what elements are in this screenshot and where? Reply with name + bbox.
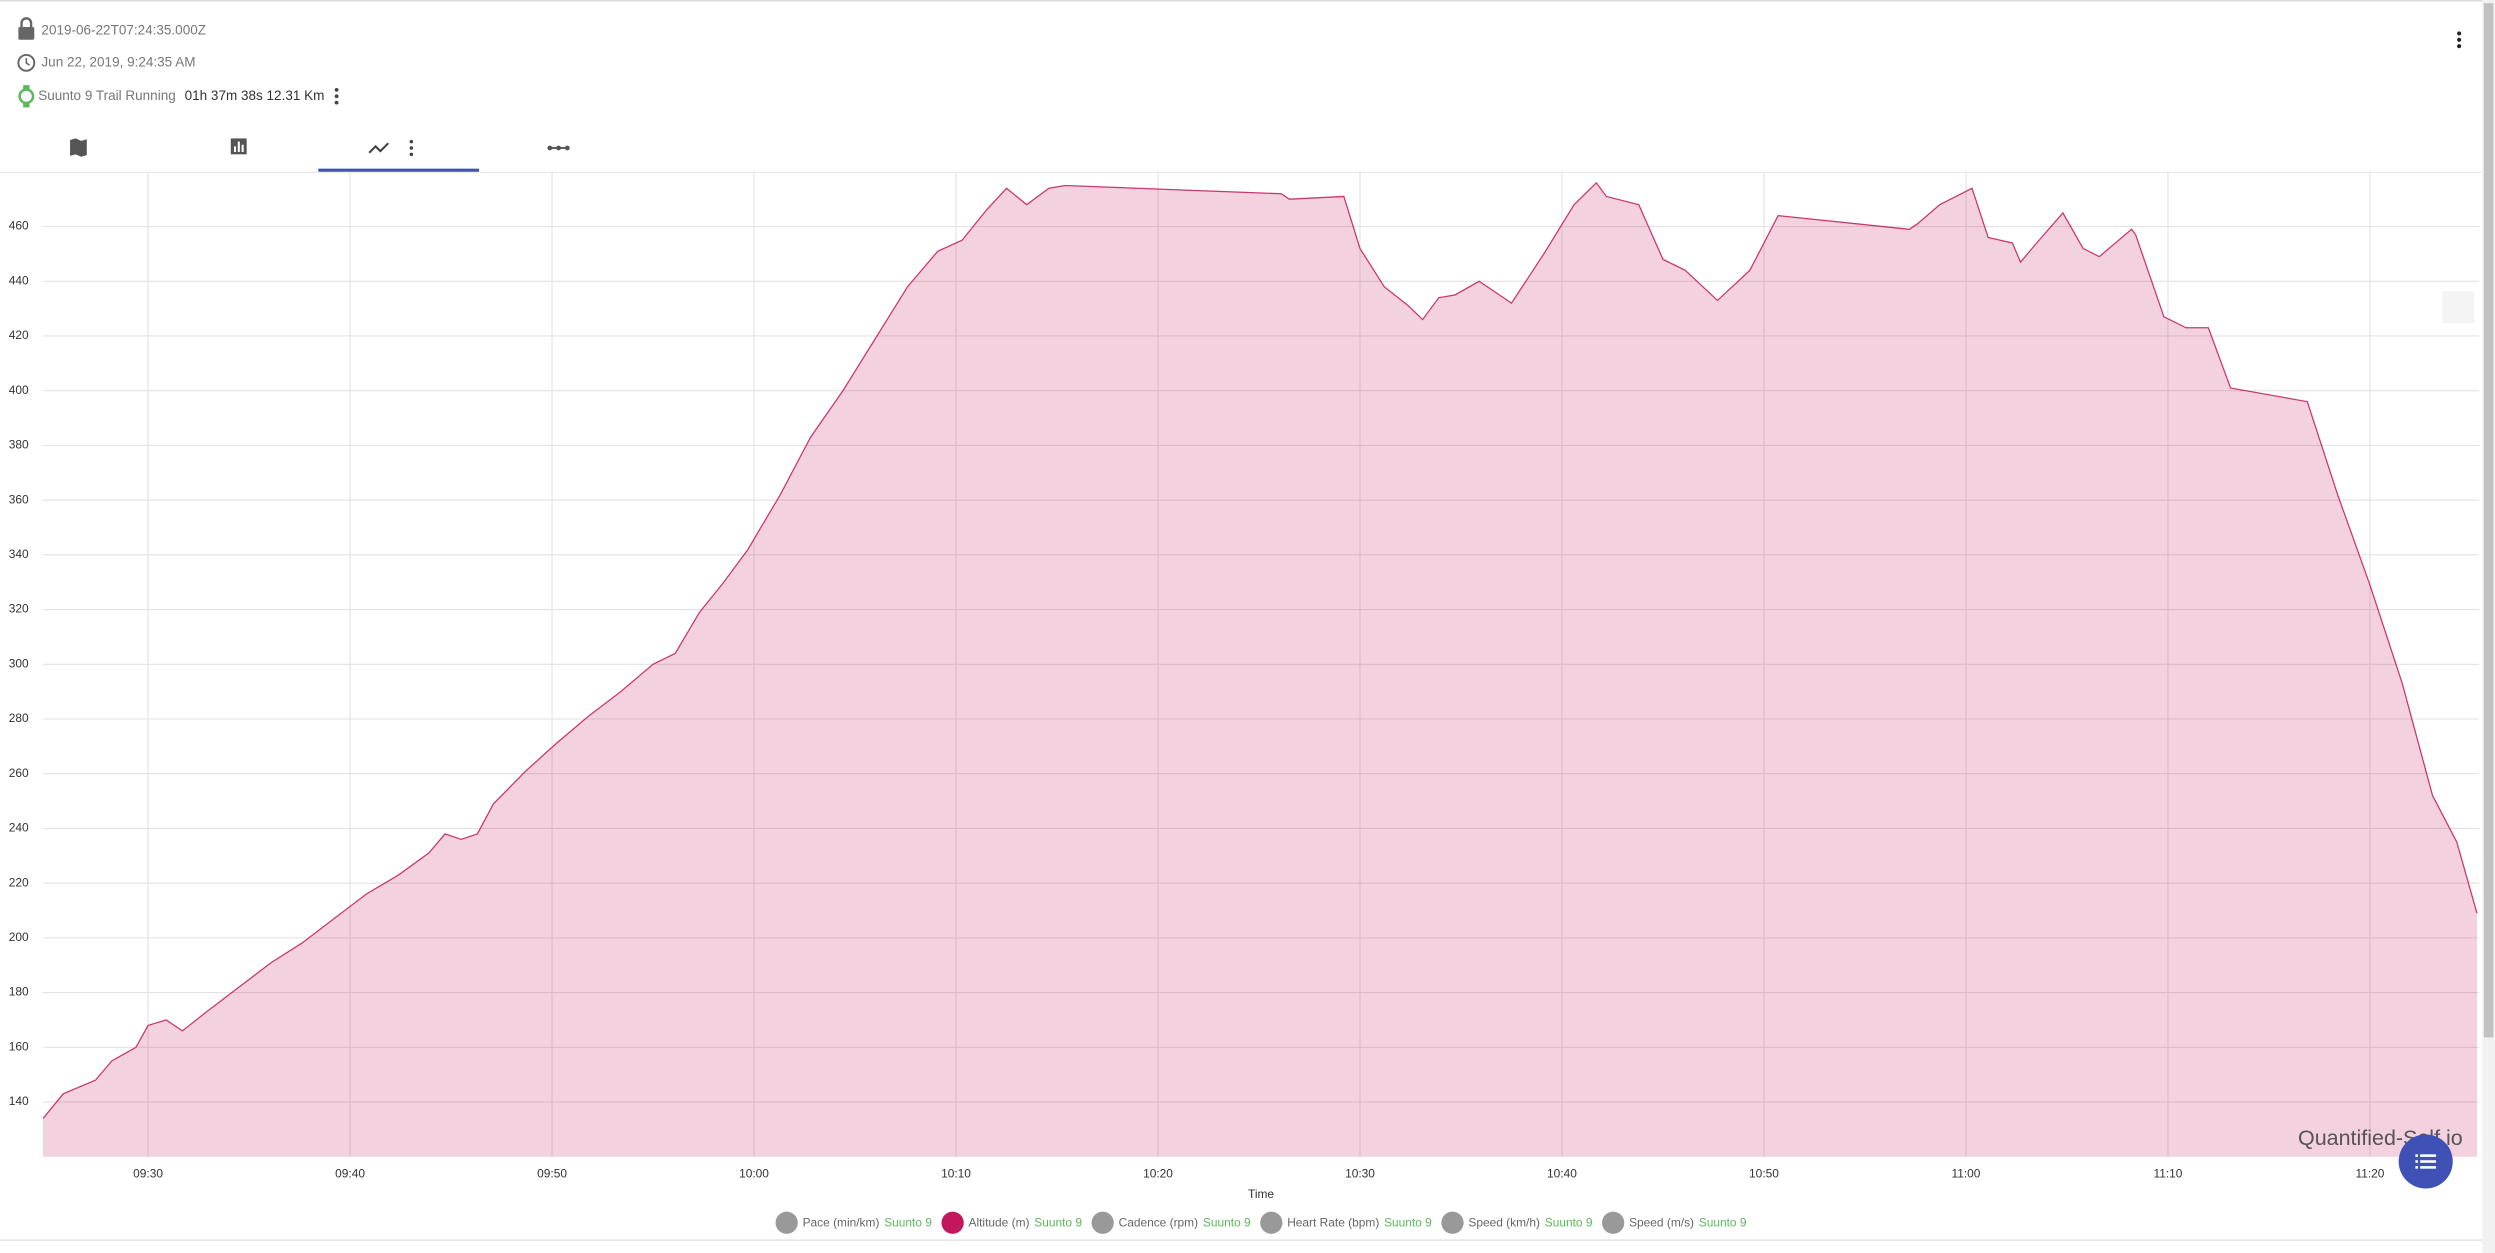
y-tick-label: 380 <box>9 438 29 452</box>
x-tick-label: 09:50 <box>537 1166 567 1180</box>
legend-name: Altitude (m) <box>969 1216 1030 1230</box>
legend-item[interactable]: Speed (m/s) Suunto 9 <box>1602 1211 1747 1234</box>
x-tick-label: 09:40 <box>335 1166 365 1180</box>
scrollbar-thumb[interactable] <box>2483 3 2494 1038</box>
y-tick-label: 460 <box>9 219 29 233</box>
stats: 01h 37m 38s 12.31 Km <box>185 88 325 103</box>
x-tick-label: 09:30 <box>133 1166 163 1180</box>
chart: 140 160 180 200 220 240 260 280 300 320 340 360 380 4… <box>9 171 2480 1234</box>
legend-swatch <box>775 1211 798 1234</box>
legend-item[interactable]: Heart Rate (bpm) Suunto 9 <box>1260 1211 1432 1234</box>
y-tick-label: 220 <box>9 875 29 889</box>
altitude-area <box>43 182 2478 1157</box>
legend-name: Pace (min/km) <box>803 1216 880 1230</box>
legend-name: Speed (m/s) <box>1629 1216 1694 1230</box>
tab-border <box>0 171 2483 173</box>
tab-chart[interactable] <box>368 139 414 157</box>
x-tick-label: 10:30 <box>1345 1166 1375 1180</box>
y-tick-label: 280 <box>9 711 29 725</box>
active-tab-indicator <box>318 168 479 172</box>
x-tick-label: 11:00 <box>1951 1166 1980 1180</box>
x-tick-label: 10:20 <box>1143 1166 1173 1180</box>
date: Jun 22, 2019, 9:24:35 AM <box>41 54 195 69</box>
y-tick-label: 200 <box>9 930 29 944</box>
legend-name: Heart Rate (bpm) <box>1287 1216 1379 1230</box>
legend-device: Suunto 9 <box>1545 1216 1593 1230</box>
x-tick-label: 11:10 <box>2153 1166 2182 1180</box>
y-tick-label: 260 <box>9 766 29 780</box>
zoom-reset[interactable] <box>2442 291 2475 323</box>
legend-item[interactable]: Cadence (rpm) Suunto 9 <box>1091 1211 1251 1234</box>
legend-swatch <box>1441 1211 1464 1234</box>
y-tick-label: 300 <box>9 656 29 670</box>
tab-map[interactable] <box>70 138 87 157</box>
legend-device: Suunto 9 <box>884 1216 932 1230</box>
legend-item[interactable]: Pace (min/km) Suunto 9 <box>775 1211 933 1234</box>
x-tick-label: 10:00 <box>739 1166 769 1180</box>
legend-name: Cadence (rpm) <box>1119 1216 1199 1230</box>
activity: Suunto 9 Trail Running <box>38 88 176 103</box>
y-tick-label: 360 <box>9 492 29 506</box>
y-tick-label: 160 <box>9 1039 29 1053</box>
x-tick-label: 10:10 <box>941 1166 971 1180</box>
legend-name: Speed (km/h) <box>1468 1216 1540 1230</box>
legend-device: Suunto 9 <box>1203 1216 1251 1230</box>
legend-device: Suunto 9 <box>1699 1216 1747 1230</box>
x-tick-label: 10:40 <box>1547 1166 1577 1180</box>
y-tick-label: 320 <box>9 602 29 616</box>
page-menu[interactable] <box>2457 31 2462 49</box>
altitude-line <box>42 181 2478 1119</box>
legend-device: Suunto 9 <box>1384 1216 1432 1230</box>
top-border <box>0 0 2495 2</box>
legend-swatch <box>1260 1211 1283 1234</box>
legend-swatch <box>1602 1211 1625 1234</box>
legend-item[interactable]: Altitude (m) Suunto 9 <box>941 1211 1082 1234</box>
x-tick-label: 11:20 <box>2355 1166 2384 1180</box>
y-tick-label: 240 <box>9 821 29 835</box>
y-tick-label: 180 <box>9 985 29 999</box>
y-tick-label: 140 <box>9 1094 29 1108</box>
legend-item[interactable]: Speed (km/h) Suunto 9 <box>1441 1211 1593 1234</box>
legend-device: Suunto 9 <box>1034 1216 1082 1230</box>
x-axis-label: Time <box>1248 1187 1274 1201</box>
clock-icon <box>17 53 36 72</box>
y-tick-label: 440 <box>9 273 29 287</box>
tab-laps[interactable] <box>547 145 570 151</box>
legend-swatch <box>1091 1211 1114 1234</box>
fab-button[interactable] <box>2398 1134 2453 1189</box>
watch-icon <box>18 85 35 108</box>
y-tick-label: 340 <box>9 547 29 561</box>
y-tick-label: 420 <box>9 328 29 342</box>
date-iso: 2019-06-22T07:24:35.000Z <box>41 23 206 38</box>
x-tick-label: 10:50 <box>1749 1166 1779 1180</box>
bottom-border <box>0 1239 2483 1241</box>
y-tick-label: 400 <box>9 383 29 397</box>
legend: Pace (min/km) Suunto 9 Altitude (m) Suunto … <box>775 1211 1747 1234</box>
tab-stats[interactable] <box>230 138 247 155</box>
legend-swatch <box>941 1211 964 1234</box>
activity-menu[interactable] <box>334 87 339 105</box>
lock-icon <box>18 17 35 40</box>
